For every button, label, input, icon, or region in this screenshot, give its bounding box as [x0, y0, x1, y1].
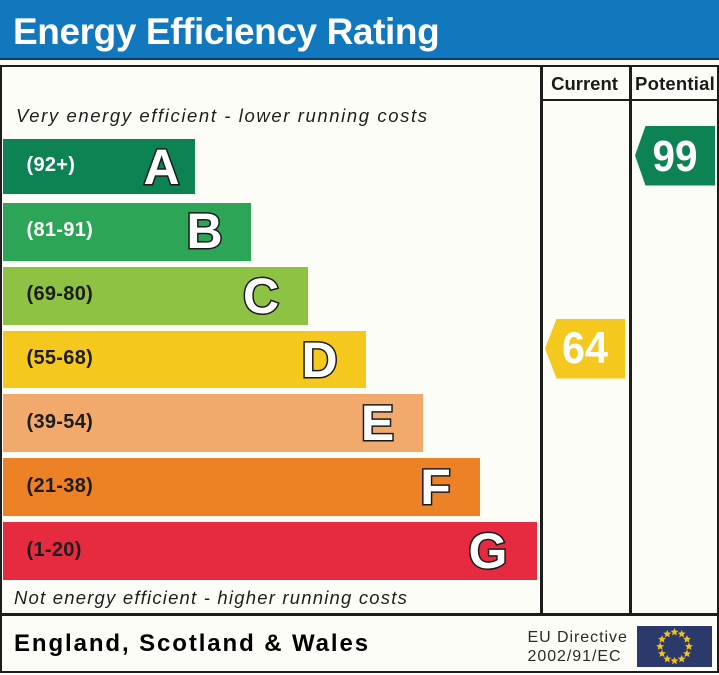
svg-text:A: A: [143, 139, 179, 195]
svg-text:B: B: [186, 203, 222, 259]
svg-text:F: F: [420, 459, 451, 515]
svg-text:D: D: [301, 332, 337, 388]
svg-text:E: E: [361, 395, 394, 451]
svg-text:G: G: [469, 523, 508, 579]
svg-text:C: C: [243, 268, 279, 324]
